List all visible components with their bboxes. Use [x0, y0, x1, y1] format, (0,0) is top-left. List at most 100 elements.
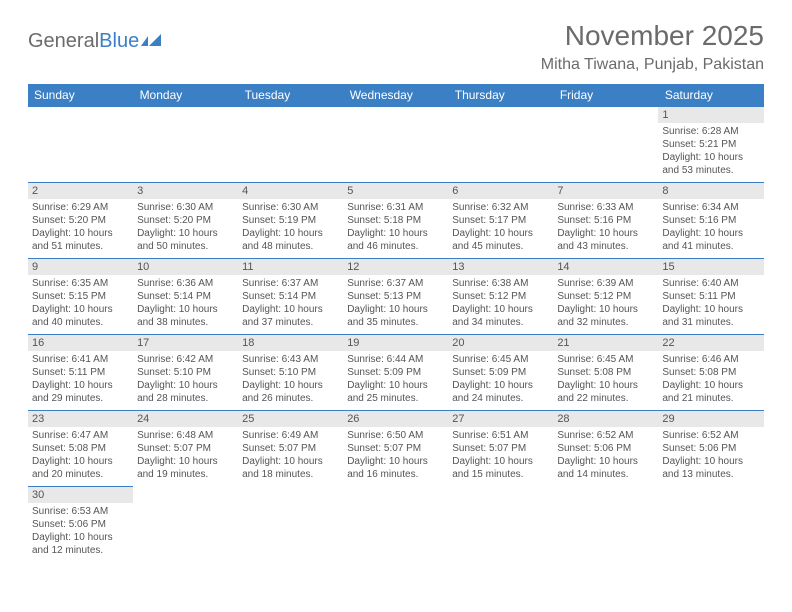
daylight-line: Daylight: 10 hours and 51 minutes. — [32, 227, 129, 253]
day-number: 4 — [238, 183, 343, 199]
day-number: 21 — [553, 335, 658, 351]
flag-icon — [141, 34, 163, 50]
day-details: Sunrise: 6:36 AMSunset: 5:14 PMDaylight:… — [133, 275, 238, 331]
day-details: Sunrise: 6:45 AMSunset: 5:09 PMDaylight:… — [448, 351, 553, 407]
calendar-cell — [553, 487, 658, 563]
sunset-line: Sunset: 5:13 PM — [347, 290, 444, 303]
daylight-line: Daylight: 10 hours and 21 minutes. — [662, 379, 759, 405]
sunrise-line: Sunrise: 6:43 AM — [242, 353, 339, 366]
daylight-line: Daylight: 10 hours and 22 minutes. — [557, 379, 654, 405]
day-details: Sunrise: 6:52 AMSunset: 5:06 PMDaylight:… — [658, 427, 763, 483]
calendar-cell: 7Sunrise: 6:33 AMSunset: 5:16 PMDaylight… — [553, 183, 658, 259]
day-details: Sunrise: 6:31 AMSunset: 5:18 PMDaylight:… — [343, 199, 448, 255]
day-number: 28 — [553, 411, 658, 427]
calendar-body: 1Sunrise: 6:28 AMSunset: 5:21 PMDaylight… — [28, 107, 764, 563]
daylight-line: Daylight: 10 hours and 48 minutes. — [242, 227, 339, 253]
sunrise-line: Sunrise: 6:44 AM — [347, 353, 444, 366]
sunset-line: Sunset: 5:20 PM — [137, 214, 234, 227]
daylight-line: Daylight: 10 hours and 15 minutes. — [452, 455, 549, 481]
day-details: Sunrise: 6:37 AMSunset: 5:14 PMDaylight:… — [238, 275, 343, 331]
weekday-header: Friday — [553, 84, 658, 107]
calendar-cell: 16Sunrise: 6:41 AMSunset: 5:11 PMDayligh… — [28, 335, 133, 411]
calendar-cell: 19Sunrise: 6:44 AMSunset: 5:09 PMDayligh… — [343, 335, 448, 411]
calendar-cell — [238, 107, 343, 183]
sunrise-line: Sunrise: 6:50 AM — [347, 429, 444, 442]
calendar-cell: 13Sunrise: 6:38 AMSunset: 5:12 PMDayligh… — [448, 259, 553, 335]
day-details: Sunrise: 6:32 AMSunset: 5:17 PMDaylight:… — [448, 199, 553, 255]
day-number: 29 — [658, 411, 763, 427]
sunrise-line: Sunrise: 6:47 AM — [32, 429, 129, 442]
sunrise-line: Sunrise: 6:52 AM — [662, 429, 759, 442]
day-number: 13 — [448, 259, 553, 275]
day-number: 10 — [133, 259, 238, 275]
day-details: Sunrise: 6:43 AMSunset: 5:10 PMDaylight:… — [238, 351, 343, 407]
calendar-cell: 14Sunrise: 6:39 AMSunset: 5:12 PMDayligh… — [553, 259, 658, 335]
header: GeneralBlue November 2025 Mitha Tiwana, … — [28, 20, 764, 74]
day-details: Sunrise: 6:38 AMSunset: 5:12 PMDaylight:… — [448, 275, 553, 331]
day-number: 18 — [238, 335, 343, 351]
weekday-header: Saturday — [658, 84, 763, 107]
calendar-cell: 9Sunrise: 6:35 AMSunset: 5:15 PMDaylight… — [28, 259, 133, 335]
sunrise-line: Sunrise: 6:39 AM — [557, 277, 654, 290]
sunset-line: Sunset: 5:07 PM — [347, 442, 444, 455]
sunrise-line: Sunrise: 6:32 AM — [452, 201, 549, 214]
sunrise-line: Sunrise: 6:30 AM — [242, 201, 339, 214]
daylight-line: Daylight: 10 hours and 34 minutes. — [452, 303, 549, 329]
sunset-line: Sunset: 5:14 PM — [242, 290, 339, 303]
day-details: Sunrise: 6:47 AMSunset: 5:08 PMDaylight:… — [28, 427, 133, 483]
day-details: Sunrise: 6:42 AMSunset: 5:10 PMDaylight:… — [133, 351, 238, 407]
calendar-row: 9Sunrise: 6:35 AMSunset: 5:15 PMDaylight… — [28, 259, 764, 335]
day-number: 12 — [343, 259, 448, 275]
calendar-cell: 28Sunrise: 6:52 AMSunset: 5:06 PMDayligh… — [553, 411, 658, 487]
day-number: 22 — [658, 335, 763, 351]
day-details: Sunrise: 6:41 AMSunset: 5:11 PMDaylight:… — [28, 351, 133, 407]
daylight-line: Daylight: 10 hours and 53 minutes. — [662, 151, 759, 177]
sunrise-line: Sunrise: 6:49 AM — [242, 429, 339, 442]
daylight-line: Daylight: 10 hours and 45 minutes. — [452, 227, 549, 253]
day-details: Sunrise: 6:53 AMSunset: 5:06 PMDaylight:… — [28, 503, 133, 559]
day-details: Sunrise: 6:45 AMSunset: 5:08 PMDaylight:… — [553, 351, 658, 407]
sunset-line: Sunset: 5:18 PM — [347, 214, 444, 227]
sunrise-line: Sunrise: 6:37 AM — [347, 277, 444, 290]
calendar-table: SundayMondayTuesdayWednesdayThursdayFrid… — [28, 84, 764, 563]
sunset-line: Sunset: 5:06 PM — [32, 518, 129, 531]
day-details: Sunrise: 6:33 AMSunset: 5:16 PMDaylight:… — [553, 199, 658, 255]
sunset-line: Sunset: 5:07 PM — [137, 442, 234, 455]
calendar-cell: 1Sunrise: 6:28 AMSunset: 5:21 PMDaylight… — [658, 107, 763, 183]
sunrise-line: Sunrise: 6:42 AM — [137, 353, 234, 366]
day-number: 17 — [133, 335, 238, 351]
title-block: November 2025 Mitha Tiwana, Punjab, Paki… — [541, 20, 764, 74]
day-details: Sunrise: 6:46 AMSunset: 5:08 PMDaylight:… — [658, 351, 763, 407]
sunrise-line: Sunrise: 6:38 AM — [452, 277, 549, 290]
day-number: 16 — [28, 335, 133, 351]
calendar-cell: 5Sunrise: 6:31 AMSunset: 5:18 PMDaylight… — [343, 183, 448, 259]
calendar-cell: 29Sunrise: 6:52 AMSunset: 5:06 PMDayligh… — [658, 411, 763, 487]
calendar-cell — [448, 107, 553, 183]
calendar-cell: 4Sunrise: 6:30 AMSunset: 5:19 PMDaylight… — [238, 183, 343, 259]
daylight-line: Daylight: 10 hours and 12 minutes. — [32, 531, 129, 557]
sunset-line: Sunset: 5:14 PM — [137, 290, 234, 303]
calendar-cell: 23Sunrise: 6:47 AMSunset: 5:08 PMDayligh… — [28, 411, 133, 487]
sunset-line: Sunset: 5:20 PM — [32, 214, 129, 227]
sunset-line: Sunset: 5:11 PM — [662, 290, 759, 303]
sunrise-line: Sunrise: 6:33 AM — [557, 201, 654, 214]
sunset-line: Sunset: 5:09 PM — [347, 366, 444, 379]
day-number: 27 — [448, 411, 553, 427]
daylight-line: Daylight: 10 hours and 28 minutes. — [137, 379, 234, 405]
calendar-cell — [133, 107, 238, 183]
brand-part1: General — [28, 30, 99, 53]
day-details: Sunrise: 6:35 AMSunset: 5:15 PMDaylight:… — [28, 275, 133, 331]
calendar-cell: 17Sunrise: 6:42 AMSunset: 5:10 PMDayligh… — [133, 335, 238, 411]
calendar-cell — [553, 107, 658, 183]
calendar-cell — [343, 487, 448, 563]
day-number: 20 — [448, 335, 553, 351]
weekday-header: Tuesday — [238, 84, 343, 107]
daylight-line: Daylight: 10 hours and 35 minutes. — [347, 303, 444, 329]
sunrise-line: Sunrise: 6:34 AM — [662, 201, 759, 214]
daylight-line: Daylight: 10 hours and 26 minutes. — [242, 379, 339, 405]
daylight-line: Daylight: 10 hours and 19 minutes. — [137, 455, 234, 481]
calendar-cell: 3Sunrise: 6:30 AMSunset: 5:20 PMDaylight… — [133, 183, 238, 259]
weekday-header: Sunday — [28, 84, 133, 107]
sunset-line: Sunset: 5:09 PM — [452, 366, 549, 379]
day-details: Sunrise: 6:50 AMSunset: 5:07 PMDaylight:… — [343, 427, 448, 483]
